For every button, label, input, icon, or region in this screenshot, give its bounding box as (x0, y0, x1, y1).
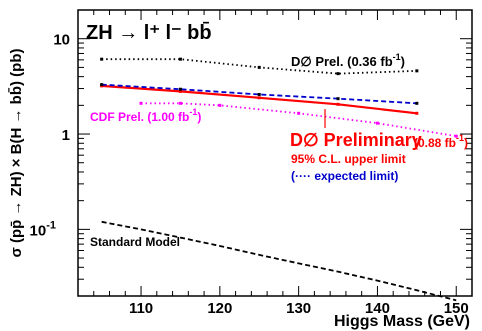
series-point (178, 101, 182, 105)
series-lines (100, 57, 458, 302)
series-line-4 (101, 220, 457, 302)
x-tick-label: 140 (365, 300, 390, 317)
y-tick-label: 10-1 (30, 219, 56, 239)
series-line-2 (101, 83, 417, 105)
series-point (454, 134, 458, 138)
axis-ticks: 110 120 130 140 150 10 1 10-1 (30, 9, 472, 317)
series-point (336, 102, 340, 106)
d0-preliminary-lumi: (0.88 fb-1) (414, 133, 468, 150)
cl-upper-limit-label: 95% C.L. upper limit (291, 152, 406, 166)
plot-frame (77, 9, 473, 297)
series-point (375, 121, 379, 125)
series-point (415, 69, 419, 73)
series-point (100, 83, 104, 87)
expected-limit-label: (···· expected limit) (291, 169, 398, 183)
series-point (415, 101, 419, 105)
y-tick-label: 1 (62, 127, 70, 144)
y-tick-label: 10 (53, 32, 70, 49)
series-point (336, 72, 340, 76)
y-axis-label: σ (pp̄ → ZH) × B(H → bb̄) (pb) (7, 49, 25, 258)
series-point (257, 65, 261, 69)
series-point (139, 101, 143, 105)
cdf-prel-label: CDF Prel. (1.00 fb-1) (90, 107, 201, 124)
x-tick-label: 130 (286, 300, 311, 317)
series-point (336, 97, 340, 101)
series-point (218, 103, 222, 107)
d0-prel-036-label: D∅ Prel. (0.36 fb-1) (291, 52, 405, 69)
series-point (178, 87, 182, 91)
d0-preliminary-label: D∅ Preliminary (290, 130, 422, 150)
x-tick-label: 150 (444, 300, 469, 317)
series-point (297, 111, 301, 115)
x-tick-label: 110 (129, 300, 153, 317)
series-point (415, 111, 419, 115)
x-axis-label: Higgs Mass (GeV) (334, 313, 470, 330)
series-point (178, 89, 182, 93)
series-point (257, 96, 261, 100)
series-point (100, 57, 104, 61)
standard-model-label: Standard Model (90, 235, 180, 249)
chart-title: ZH → l⁺ l⁻ bb̄ (86, 22, 212, 44)
x-tick-label: 120 (207, 300, 232, 317)
series-line-3 (141, 102, 457, 138)
series-point (257, 92, 261, 96)
series-point (178, 57, 182, 61)
